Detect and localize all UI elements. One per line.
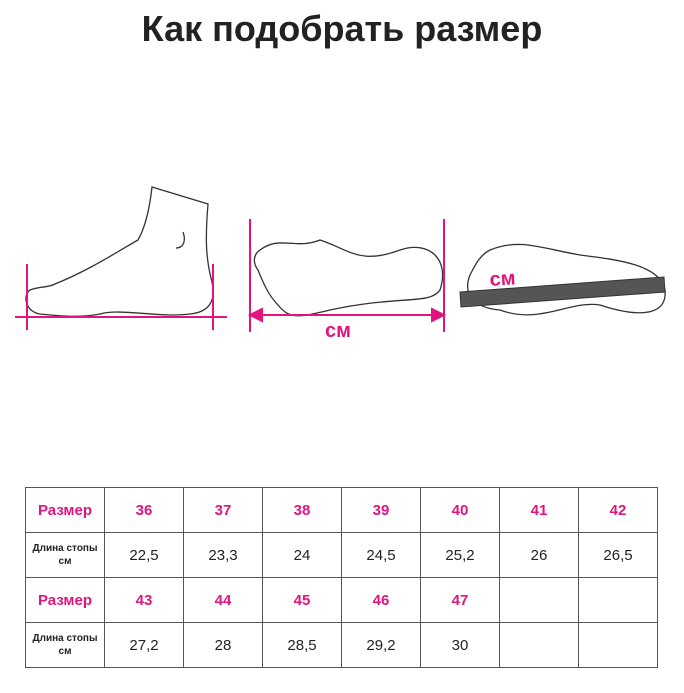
length-cell [499, 622, 579, 668]
size-cell: 38 [262, 487, 342, 533]
unit-label-cm: см [325, 320, 351, 342]
top-foot-drawing [253, 239, 444, 317]
table-row: Размер 36 37 38 39 40 41 42 [25, 487, 658, 533]
size-label: Размер [25, 577, 105, 623]
length-cell: 30 [420, 622, 500, 668]
length-cell [578, 622, 658, 668]
length-cell: 26,5 [578, 532, 658, 578]
size-cell: 36 [104, 487, 184, 533]
length-cell: 28,5 [262, 622, 342, 668]
length-cell: 28 [183, 622, 263, 668]
size-cell: 43 [104, 577, 184, 623]
size-cell: 44 [183, 577, 263, 623]
length-cell: 22,5 [104, 532, 184, 578]
size-cell: 40 [420, 487, 500, 533]
table-row: Длина стопы см 27,2 28 28,5 29,2 30 [25, 622, 658, 668]
size-cell: 39 [341, 487, 421, 533]
foot-measure-illustration: см см [15, 186, 666, 342]
table-row: Длина стопы см 22,5 23,3 24 24,5 25,2 26 … [25, 532, 658, 578]
foot-with-ruler-drawing: см [459, 243, 666, 316]
length-label: Длина стопы см [25, 532, 105, 578]
length-unit: см [58, 556, 72, 567]
size-cell: 37 [183, 487, 263, 533]
size-cell: 46 [341, 577, 421, 623]
length-cell: 27,2 [104, 622, 184, 668]
length-cell: 26 [499, 532, 579, 578]
length-label: Длина стопы см [25, 622, 105, 668]
size-table: Размер 36 37 38 39 40 41 42 Длина стопы с… [25, 487, 658, 668]
length-cell: 24,5 [341, 532, 421, 578]
size-cell [499, 577, 579, 623]
size-cell [578, 577, 658, 623]
side-foot-drawing [25, 186, 214, 317]
length-cell: 23,3 [183, 532, 263, 578]
size-cell: 42 [578, 487, 658, 533]
size-cell: 45 [262, 577, 342, 623]
size-cell: 47 [420, 577, 500, 623]
length-label-text: Длина стопы [32, 633, 98, 644]
length-label-text: Длина стопы [32, 543, 98, 554]
length-cell: 29,2 [341, 622, 421, 668]
length-unit: см [58, 646, 72, 657]
size-label: Размер [25, 487, 105, 533]
length-cell: 24 [262, 532, 342, 578]
page-title: Как подобрать размер [141, 8, 543, 49]
table-row: Размер 43 44 45 46 47 [25, 577, 658, 623]
length-cell: 25,2 [420, 532, 500, 578]
size-cell: 41 [499, 487, 579, 533]
ruler-unit-label-cm: см [489, 267, 516, 291]
